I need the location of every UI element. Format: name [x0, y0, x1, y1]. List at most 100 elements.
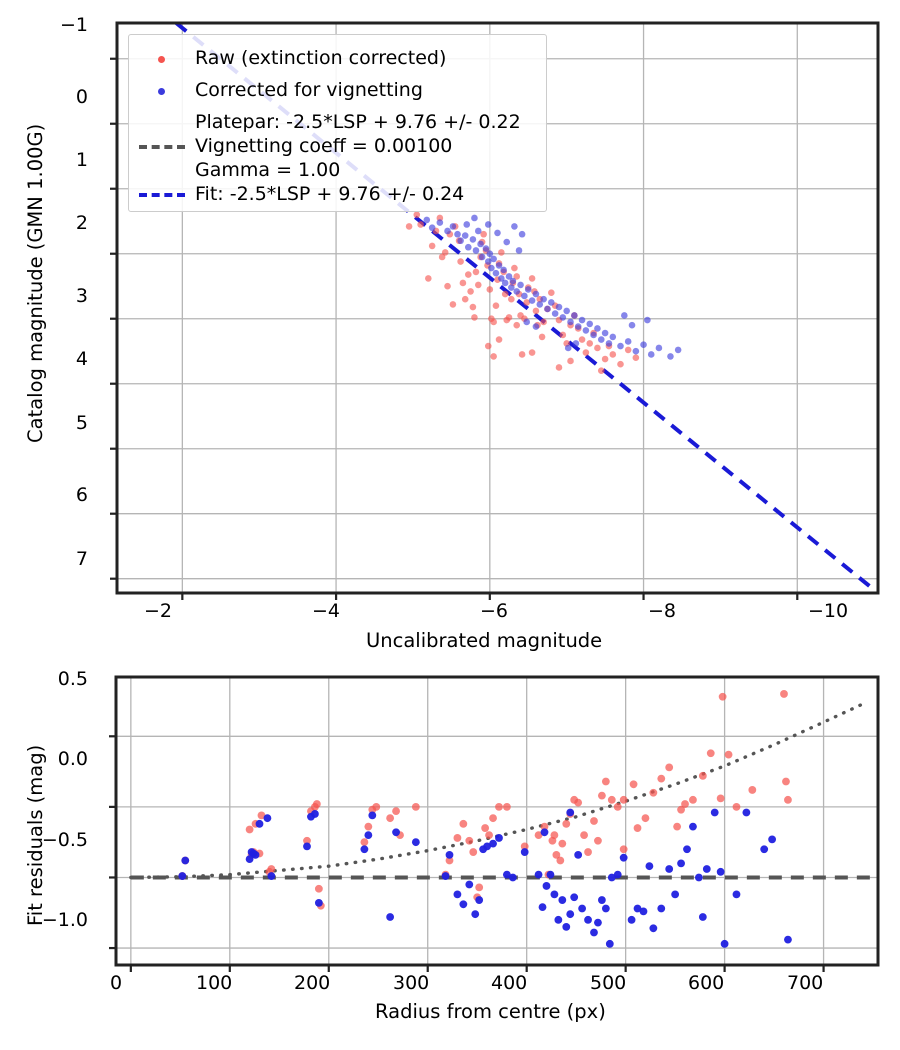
- data-point: [495, 260, 503, 267]
- data-point: [570, 893, 579, 902]
- data-point: [613, 802, 622, 811]
- data-point: [245, 825, 254, 834]
- data-point: [528, 275, 536, 282]
- data-point: [528, 349, 536, 356]
- legend: Raw (extinction corrected) Corrected for…: [128, 34, 547, 212]
- data-point: [247, 850, 256, 859]
- data-point: [640, 341, 647, 349]
- data-point: [498, 249, 505, 256]
- data-point: [457, 237, 464, 245]
- data-point: [609, 351, 617, 358]
- bottom-xtick-label: 0: [110, 972, 123, 994]
- data-point: [698, 771, 707, 780]
- legend-label-platepar: Platepar: -2.5*LSP + 9.76 +/- 0.22: [195, 111, 521, 133]
- data-point: [475, 896, 484, 904]
- data-point: [551, 302, 559, 310]
- data-point: [532, 323, 540, 330]
- data-point: [436, 214, 444, 222]
- data-point: [463, 221, 471, 228]
- data-point: [511, 264, 518, 272]
- data-point: [633, 824, 642, 832]
- bottom-xtick-label: 400: [491, 972, 528, 994]
- data-point: [314, 898, 323, 907]
- legend-label-fit: Fit: -2.5*LSP + 9.76 +/- 0.24: [195, 183, 465, 205]
- data-point: [578, 336, 586, 343]
- data-point: [467, 288, 474, 295]
- data-point: [307, 812, 315, 821]
- data-point: [639, 907, 648, 916]
- data-point: [505, 273, 513, 280]
- top-ytick-label: 5: [75, 412, 88, 434]
- data-point: [311, 810, 319, 818]
- data-point: [307, 807, 315, 816]
- data-point: [425, 275, 432, 282]
- data-point: [249, 848, 258, 856]
- data-point: [368, 811, 377, 820]
- data-point: [657, 904, 666, 913]
- data-point: [632, 347, 640, 355]
- bottom-panel-ylabel: Fit residuals (mag): [24, 744, 47, 926]
- data-point: [417, 221, 424, 228]
- data-point: [508, 873, 517, 882]
- data-point: [520, 848, 529, 856]
- top-panel-ylabel: Catalog magnitude (GMN 1.00G): [24, 123, 47, 443]
- data-point: [445, 856, 454, 865]
- data-point: [601, 904, 610, 913]
- data-point: [582, 327, 590, 334]
- data-point: [368, 805, 377, 814]
- data-point: [488, 315, 495, 323]
- data-point: [718, 692, 727, 701]
- data-point: [534, 321, 541, 329]
- bottom-ytick-label: −1.0: [41, 909, 88, 931]
- data-point: [509, 277, 517, 285]
- data-point: [518, 351, 526, 358]
- data-point: [500, 266, 507, 274]
- data-point: [364, 822, 373, 831]
- data-point: [523, 318, 531, 326]
- data-point: [495, 834, 503, 842]
- data-point: [405, 223, 413, 230]
- data-point: [453, 890, 462, 899]
- data-point: [768, 835, 777, 844]
- data-point: [574, 325, 582, 332]
- data-point: [566, 808, 575, 817]
- data-point: [501, 290, 509, 298]
- data-point: [552, 850, 561, 859]
- data-point: [590, 928, 598, 937]
- data-point: [571, 312, 578, 319]
- data-point: [485, 831, 493, 840]
- data-point: [566, 910, 575, 919]
- data-point: [782, 777, 790, 786]
- data-point: [531, 288, 538, 295]
- data-point: [683, 845, 691, 854]
- data-point: [477, 240, 484, 248]
- data-point: [472, 268, 480, 276]
- data-point: [524, 284, 532, 291]
- data-point: [657, 774, 666, 783]
- data-point: [471, 214, 478, 222]
- data-point: [513, 273, 521, 280]
- data-point: [502, 802, 511, 811]
- data-point: [548, 299, 555, 306]
- data-point: [674, 346, 682, 354]
- data-point: [386, 913, 395, 921]
- legend-label-gamma: Gamma = 1.00: [195, 159, 341, 181]
- data-point: [702, 865, 711, 873]
- data-point: [619, 845, 628, 854]
- data-point: [532, 307, 540, 315]
- bottom-panel: [109, 675, 880, 972]
- data-point: [478, 238, 486, 246]
- data-point: [432, 227, 440, 235]
- data-point: [178, 872, 187, 880]
- data-point: [609, 333, 617, 341]
- bottom-ytick-label: −0.5: [41, 829, 88, 851]
- data-point: [445, 850, 454, 859]
- top-ytick-label: −1: [59, 14, 88, 36]
- data-point: [594, 325, 601, 332]
- data-point: [436, 219, 444, 226]
- data-point: [502, 870, 511, 879]
- data-point: [481, 824, 490, 832]
- data-point: [255, 819, 264, 828]
- data-point: [492, 269, 500, 277]
- data-point: [784, 935, 792, 944]
